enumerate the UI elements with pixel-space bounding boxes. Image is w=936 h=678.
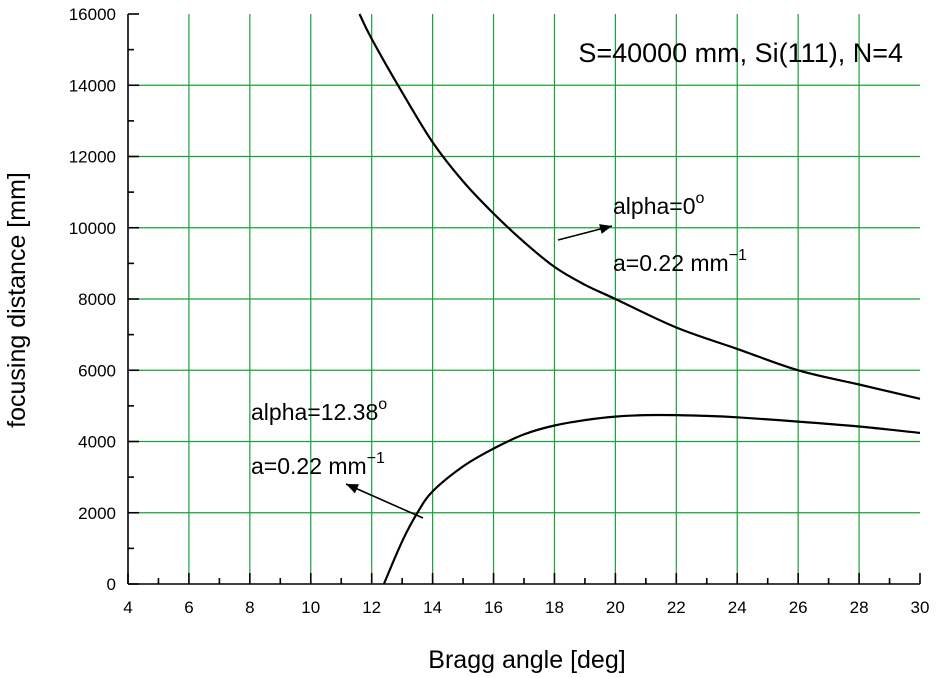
annotation-alpha-12-text: alpha=12.38 <box>251 399 378 425</box>
y-axis-title: focusing distance [mm] <box>3 172 31 428</box>
x-tick-label: 30 <box>911 598 930 617</box>
x-axis-title: Bragg angle [deg] <box>428 646 625 674</box>
y-tick-label: 16000 <box>69 5 116 24</box>
annotation-alpha-12: alpha=12.38o <box>251 396 387 425</box>
x-tick-label: 28 <box>850 598 869 617</box>
annotation-a-top-text: a=0.22 mm <box>613 250 729 276</box>
x-tick-label: 24 <box>728 598 747 617</box>
x-tick-label: 16 <box>484 598 503 617</box>
y-tick-label: 6000 <box>78 361 116 380</box>
annotation-alpha-0-degree: o <box>696 190 705 207</box>
y-tick-label: 14000 <box>69 76 116 95</box>
x-tick-label: 22 <box>667 598 686 617</box>
annotation-a-bottom: a=0.22 mm−1 <box>251 450 385 479</box>
x-tick-label: 10 <box>301 598 320 617</box>
x-tick-label: 18 <box>545 598 564 617</box>
series-group <box>358 13 921 585</box>
annotation-a-top: a=0.22 mm−1 <box>613 247 747 276</box>
arrow-to-label-alpha-0-head <box>599 224 612 234</box>
x-tick-label: 14 <box>423 598 442 617</box>
annotation-a-bottom-sup: −1 <box>367 450 385 467</box>
series-line-alpha-0 <box>358 13 921 400</box>
annotation-alpha-0-text: alpha=0 <box>613 193 696 219</box>
x-tick-label: 26 <box>789 598 808 617</box>
series-line-alpha-12 <box>382 413 921 585</box>
arrow-to-label-alpha-12-shaft <box>345 483 424 519</box>
chart-title: S=40000 mm, Si(111), N=4 <box>578 38 903 68</box>
annotation-a-top-sup: −1 <box>729 247 747 264</box>
x-tick-label: 20 <box>606 598 625 617</box>
y-tick-label: 4000 <box>78 433 116 452</box>
annotation-alpha-0: alpha=0o <box>613 190 705 219</box>
y-tick-label: 12000 <box>69 148 116 167</box>
annotation-arrows <box>345 224 613 519</box>
y-tick-label: 8000 <box>78 290 116 309</box>
arrow-to-label-alpha-12-head <box>346 484 359 494</box>
grid <box>128 14 920 584</box>
y-tick-label: 2000 <box>78 504 116 523</box>
y-tick-label: 10000 <box>69 219 116 238</box>
annotation-alpha-12-degree: o <box>378 396 387 413</box>
ticks: 4 6 8 10 12 14 16 18 20 22 24 26 28 30 0 2000 4000 6000 80… <box>69 5 930 617</box>
x-tick-label: 6 <box>184 598 193 617</box>
annotation-a-bottom-text: a=0.22 mm <box>251 453 367 479</box>
x-tick-label: 8 <box>245 598 254 617</box>
x-tick-label: 12 <box>362 598 381 617</box>
x-tick-label: 4 <box>123 598 132 617</box>
y-tick-label: 0 <box>107 575 116 594</box>
